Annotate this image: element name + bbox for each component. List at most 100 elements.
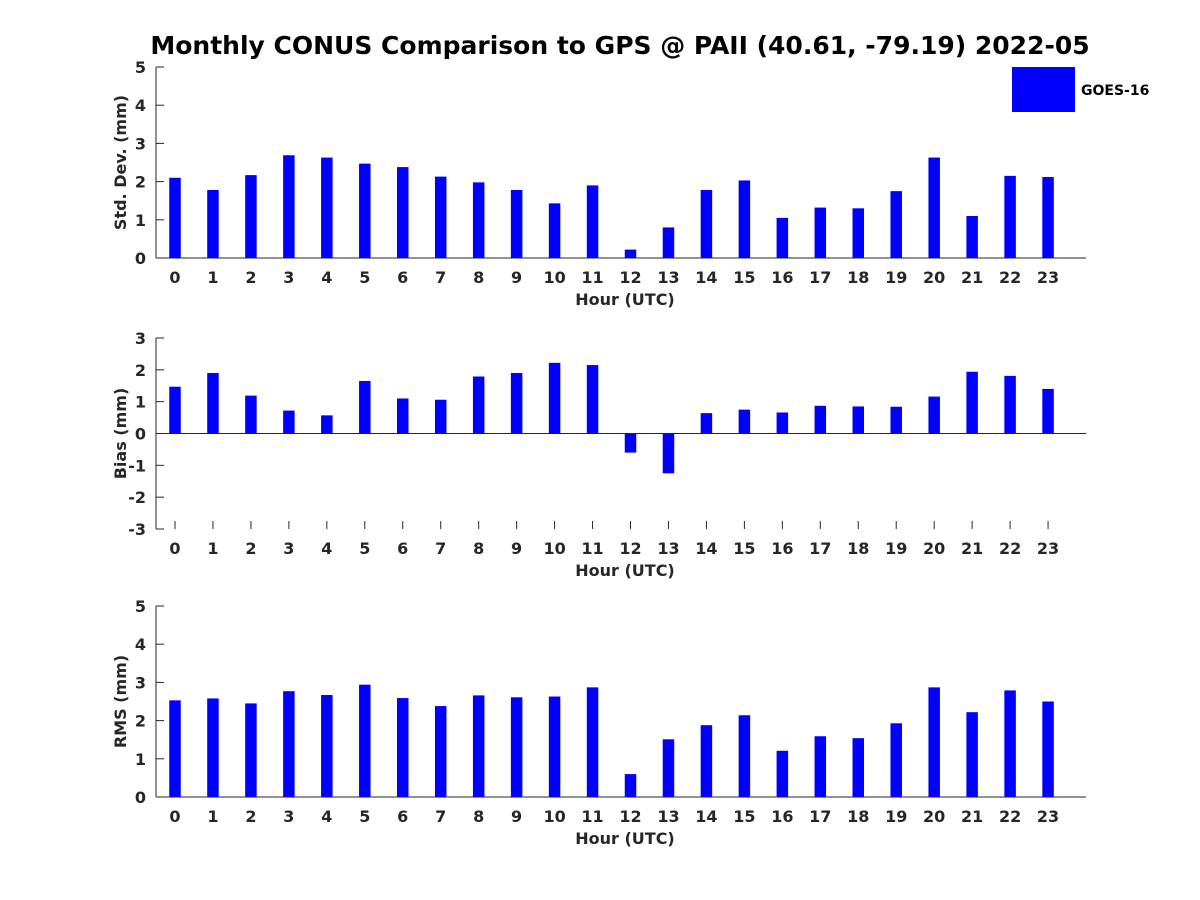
legend-label: GOES-16: [1081, 83, 1149, 99]
bias-bar: [510, 373, 523, 434]
bias-x-tick-label: 19: [885, 539, 907, 558]
bias-x-tick-label: 11: [581, 539, 603, 558]
std-dev-x-label: Hour (UTC): [575, 290, 675, 309]
rms-bar: [890, 723, 902, 797]
std-dev-bar: [321, 157, 333, 258]
std-dev-bar: [434, 176, 447, 258]
std-dev-y-label: Std. Dev. (mm): [111, 95, 130, 230]
rms-x-tick-label: 12: [619, 807, 641, 826]
rms-x-tick-label: 16: [771, 807, 793, 826]
rms-bar: [700, 725, 713, 797]
std-dev-bar: [472, 182, 485, 258]
rms-x-tick-label: 23: [1037, 807, 1059, 826]
rms-y-tick-label: 3: [135, 673, 146, 692]
rms-y-tick-label: 4: [135, 635, 146, 654]
bias-x-tick-label: 9: [511, 539, 522, 558]
bias-y-tick-label: 3: [135, 329, 146, 348]
bias-x-tick-label: 17: [809, 539, 831, 558]
std-dev-bar: [397, 167, 409, 258]
bias-bar: [586, 365, 599, 434]
rms-bar: [169, 700, 181, 797]
std-dev-x-tick-label: 12: [619, 268, 641, 287]
rms-x-tick-label: 10: [543, 807, 565, 826]
bias-bar: [397, 398, 409, 434]
rms-y-label: RMS (mm): [111, 655, 130, 748]
std-dev-x-tick-label: 9: [511, 268, 522, 287]
bias-y-tick-label: -2: [128, 488, 146, 507]
bias-x-tick-label: 22: [999, 539, 1021, 558]
rms-x-tick-label: 18: [847, 807, 869, 826]
std-dev-x-tick-label: 1: [207, 268, 218, 287]
rms-bar: [814, 736, 827, 797]
bias-bar: [814, 405, 827, 434]
bias-x-tick-label: 16: [771, 539, 793, 558]
bias-bar: [548, 362, 561, 434]
std-dev-x-tick-label: 5: [359, 268, 370, 287]
bias-x-tick-label: 2: [245, 539, 256, 558]
std-dev-y-tick-label: 1: [135, 211, 146, 230]
std-dev-x-tick-label: 13: [657, 268, 679, 287]
std-dev-x-tick-label: 2: [245, 268, 256, 287]
std-dev-bar: [245, 175, 257, 258]
std-dev-bar: [928, 157, 940, 258]
std-dev-x-tick-label: 21: [961, 268, 983, 287]
std-dev-x-tick-label: 3: [283, 268, 294, 287]
rms-x-tick-label: 5: [359, 807, 370, 826]
rms-bar: [662, 739, 675, 797]
rms-x-tick-label: 17: [809, 807, 831, 826]
bias-bar: [1004, 375, 1016, 434]
rms-x-tick-label: 14: [695, 807, 717, 826]
std-dev-x-tick-label: 22: [999, 268, 1021, 287]
bias-bar: [928, 396, 940, 434]
rms-bar: [928, 687, 940, 797]
rms-bar: [472, 695, 485, 797]
std-dev-x-tick-label: 8: [473, 268, 484, 287]
rms-bar: [1042, 701, 1054, 797]
bias-bar: [776, 412, 789, 434]
bias-x-tick-label: 13: [657, 539, 679, 558]
std-dev-x-tick-label: 14: [695, 268, 717, 287]
bias-bar: [359, 380, 371, 434]
bias-x-tick-label: 4: [321, 539, 332, 558]
std-dev-bar: [510, 190, 523, 258]
rms-x-tick-label: 15: [733, 807, 755, 826]
std-dev-y-tick-label: 0: [135, 249, 146, 268]
std-dev-bar: [1042, 177, 1054, 258]
bias-x-tick-label: 15: [733, 539, 755, 558]
rms-bar: [283, 691, 295, 797]
bias-x-tick-label: 6: [397, 539, 408, 558]
bias-x-tick-label: 1: [207, 539, 218, 558]
rms-bar: [624, 774, 637, 797]
bias-bar: [169, 386, 181, 434]
std-dev-x-tick-label: 23: [1037, 268, 1059, 287]
bias-bar: [890, 406, 902, 434]
std-dev-bar: [624, 249, 637, 258]
bias-bar: [624, 433, 637, 453]
std-dev-bar: [700, 190, 713, 258]
bias-bar: [207, 373, 219, 434]
bias-bar: [852, 406, 865, 434]
rms-x-tick-label: 0: [169, 807, 180, 826]
bias-y-tick-label: 2: [135, 361, 146, 380]
rms-x-tick-label: 6: [397, 807, 408, 826]
std-dev-bar: [890, 191, 902, 258]
rms-bar: [245, 703, 257, 797]
rms-bar: [776, 750, 789, 797]
std-dev-bar: [207, 190, 219, 258]
rms-bar: [397, 698, 409, 797]
std-dev-x-tick-label: 17: [809, 268, 831, 287]
rms-x-label: Hour (UTC): [575, 829, 675, 848]
rms-x-tick-label: 13: [657, 807, 679, 826]
rms-x-tick-label: 8: [473, 807, 484, 826]
bias-y-label: Bias (mm): [111, 388, 130, 480]
rms-x-tick-label: 20: [923, 807, 945, 826]
bias-x-tick-label: 5: [359, 539, 370, 558]
bias-bar: [966, 371, 978, 434]
bias-bar: [434, 399, 447, 434]
bias-bar: [283, 410, 295, 434]
std-dev-x-tick-label: 18: [847, 268, 869, 287]
rms-x-tick-label: 9: [511, 807, 522, 826]
